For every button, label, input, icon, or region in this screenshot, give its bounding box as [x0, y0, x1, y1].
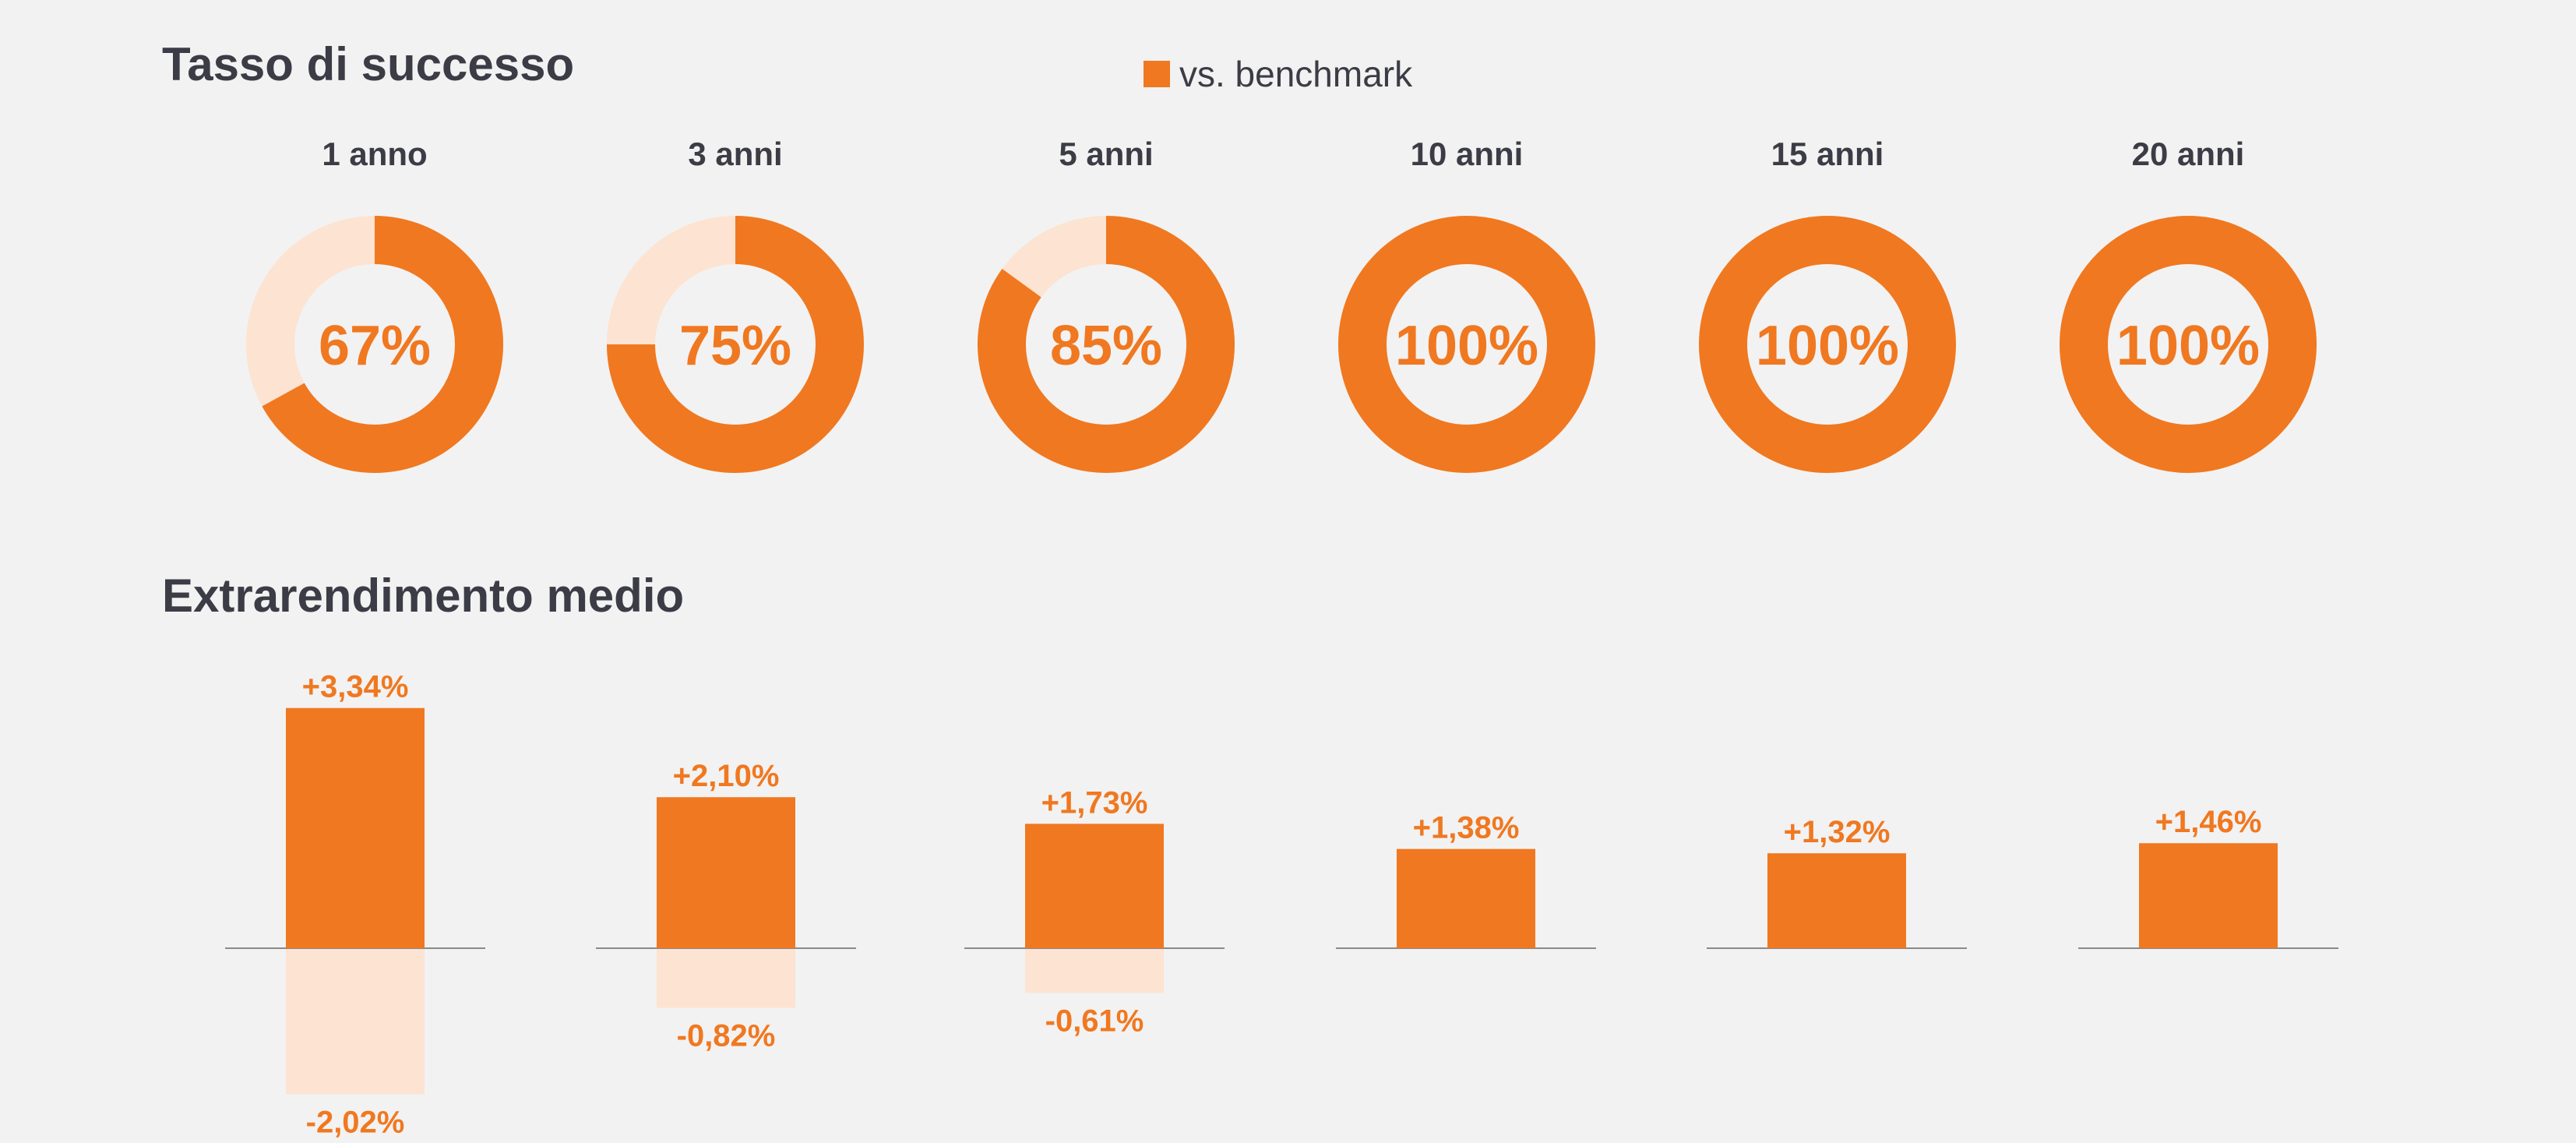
bar-label-positive: +2,10% [673, 759, 780, 793]
success-rate-title: Tasso di successo [162, 38, 575, 90]
bar-label-negative: -0,61% [1045, 1004, 1144, 1038]
donut-percentage: 85% [1050, 315, 1162, 377]
donut-arc [607, 216, 864, 473]
period-label: 10 anni [1411, 136, 1524, 172]
bar-label-positive: +1,32% [1784, 815, 1891, 849]
donut-arc [978, 216, 1235, 473]
bar-negative [1025, 949, 1164, 993]
bar-positive [1397, 848, 1535, 948]
bar-positive [1767, 853, 1906, 948]
bar-negative [286, 949, 425, 1095]
donut-percentage: 100% [1756, 315, 1899, 377]
period-label: 15 anni [1771, 136, 1884, 172]
excess-return-title: Extrarendimento medio [162, 570, 685, 622]
donut-arc [1338, 216, 1595, 473]
donut-arc [262, 216, 503, 473]
period-label: 20 anni [2132, 136, 2245, 172]
period-label: 3 anni [688, 136, 782, 172]
legend: vs. benchmark [1144, 53, 1412, 95]
bar-positive [1025, 824, 1164, 948]
bar-label-positive: +1,46% [2155, 805, 2262, 839]
donut-arc [1699, 216, 1956, 473]
bar-label-negative: -0,82% [677, 1019, 776, 1053]
bar-positive [286, 707, 425, 948]
period-label: 5 anni [1059, 136, 1153, 172]
period-label: 1 anno [322, 136, 427, 172]
bar-negative [657, 949, 795, 1008]
legend-label: vs. benchmark [1179, 54, 1413, 94]
bar-label-positive: +3,34% [302, 670, 409, 704]
donut-percentage: 67% [319, 315, 431, 377]
donut-percentage: 75% [679, 315, 791, 377]
bar-positive [2139, 843, 2278, 948]
legend-swatch [1144, 61, 1170, 87]
bar-label-negative: -2,02% [306, 1105, 405, 1139]
bar-label-positive: +1,73% [1041, 785, 1148, 820]
donut-percentage: 100% [2116, 315, 2260, 377]
donut-percentage: 100% [1395, 315, 1538, 377]
donut-arc [2060, 216, 2317, 473]
bar-positive [657, 797, 795, 948]
bar-label-positive: +1,38% [1413, 811, 1520, 845]
